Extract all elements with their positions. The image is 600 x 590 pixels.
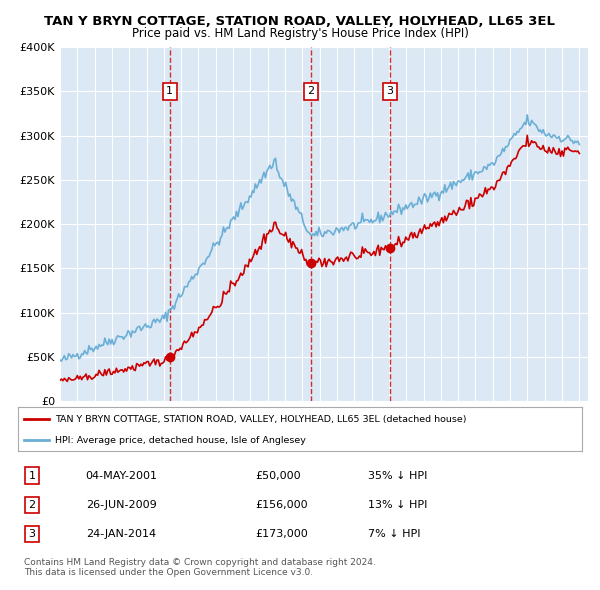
- Text: 7% ↓ HPI: 7% ↓ HPI: [368, 529, 420, 539]
- Text: TAN Y BRYN COTTAGE, STATION ROAD, VALLEY, HOLYHEAD, LL65 3EL: TAN Y BRYN COTTAGE, STATION ROAD, VALLEY…: [44, 15, 556, 28]
- Text: 35% ↓ HPI: 35% ↓ HPI: [368, 471, 427, 481]
- Text: 2: 2: [29, 500, 35, 510]
- Text: 3: 3: [29, 529, 35, 539]
- Text: £156,000: £156,000: [255, 500, 308, 510]
- Text: 1: 1: [29, 471, 35, 481]
- Text: HPI: Average price, detached house, Isle of Anglesey: HPI: Average price, detached house, Isle…: [55, 436, 305, 445]
- Text: £50,000: £50,000: [255, 471, 301, 481]
- Text: 3: 3: [386, 87, 394, 96]
- Text: 26-JUN-2009: 26-JUN-2009: [86, 500, 157, 510]
- Text: 1: 1: [166, 87, 173, 96]
- Text: 2: 2: [307, 87, 314, 96]
- Text: £173,000: £173,000: [255, 529, 308, 539]
- Text: 13% ↓ HPI: 13% ↓ HPI: [368, 500, 427, 510]
- Text: Price paid vs. HM Land Registry's House Price Index (HPI): Price paid vs. HM Land Registry's House …: [131, 27, 469, 40]
- Text: 24-JAN-2014: 24-JAN-2014: [86, 529, 156, 539]
- Text: 04-MAY-2001: 04-MAY-2001: [86, 471, 158, 481]
- Text: Contains HM Land Registry data © Crown copyright and database right 2024.
This d: Contains HM Land Registry data © Crown c…: [24, 558, 376, 577]
- Text: TAN Y BRYN COTTAGE, STATION ROAD, VALLEY, HOLYHEAD, LL65 3EL (detached house): TAN Y BRYN COTTAGE, STATION ROAD, VALLEY…: [55, 415, 466, 424]
